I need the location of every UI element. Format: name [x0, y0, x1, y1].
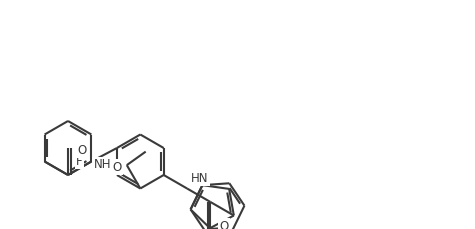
Text: F: F [76, 155, 82, 168]
Text: O: O [77, 144, 86, 156]
Text: HN: HN [191, 172, 209, 185]
Text: O: O [219, 220, 228, 229]
Text: NH: NH [94, 158, 111, 171]
Text: O: O [113, 161, 122, 174]
